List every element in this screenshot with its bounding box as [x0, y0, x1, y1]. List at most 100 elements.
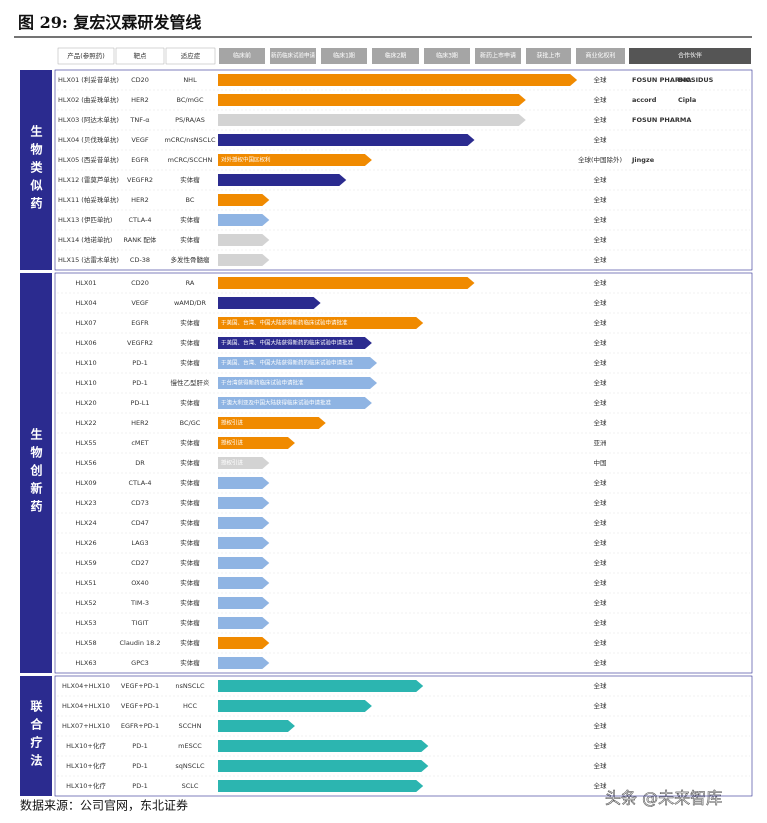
product-name: HLX12 (雷莫芦单抗): [58, 175, 119, 184]
target: VEGFR2: [127, 176, 153, 184]
rights: 全球: [594, 75, 608, 84]
target: PD-1: [132, 782, 147, 790]
progress-arrow: [218, 277, 475, 289]
indication: HCC: [183, 702, 197, 710]
column-header: 商业化权利: [585, 52, 615, 60]
target: DR: [135, 459, 145, 467]
progress-arrow: [218, 477, 270, 489]
product-name: HLX09: [75, 479, 96, 487]
rights: 全球: [594, 115, 608, 124]
progress-arrow: [218, 214, 270, 226]
arrow-note: 授权引进: [221, 439, 244, 447]
progress-arrow: [218, 700, 372, 712]
column-header-box: [576, 48, 625, 64]
target: VEGF: [131, 299, 149, 307]
indication: SCCHN: [179, 722, 202, 730]
product-name: HLX01: [75, 279, 96, 287]
target: CTLA-4: [128, 216, 151, 224]
indication: BC/mGC: [177, 96, 204, 104]
target: VEGF+PD-1: [121, 702, 159, 710]
column-header: 适应症: [181, 51, 201, 60]
progress-arrow: [218, 254, 270, 266]
indication: BC/GC: [180, 419, 201, 427]
section-box: [20, 676, 52, 796]
section-frame: [54, 272, 753, 674]
partner-logo: FOSUN PHARMA: [632, 76, 691, 84]
column-header: 临床前: [233, 52, 251, 60]
target: HER2: [131, 96, 149, 104]
product-name: HLX04: [75, 299, 96, 307]
indication: 实体瘤: [180, 478, 200, 487]
target: PD-1: [132, 762, 147, 770]
product-name: HLX14 (地诺单抗): [58, 235, 112, 244]
progress-arrow: [218, 517, 270, 529]
target: VEGF+PD-1: [121, 682, 159, 690]
rights: 全球: [594, 658, 608, 667]
product-name: HLX10+化疗: [66, 741, 106, 750]
product-name: HLX59: [75, 559, 96, 567]
progress-arrow: [218, 597, 270, 609]
product-name: HLX04 (贝伐珠单抗): [58, 135, 119, 144]
rights: 全球: [594, 498, 608, 507]
column-header-box: [475, 48, 521, 64]
column-header: 临床1期: [333, 52, 355, 60]
partner-logo: BIOSIDUS: [678, 76, 714, 84]
progress-arrow: [218, 397, 372, 409]
rights: 全球: [594, 95, 608, 104]
indication: BC: [186, 196, 195, 204]
indication: 实体瘤: [180, 458, 200, 467]
column-header-box: [270, 48, 316, 64]
rights: 全球: [594, 378, 608, 387]
rights: 全球: [594, 135, 608, 144]
column-header-box: [115, 47, 165, 65]
progress-arrow: [218, 337, 372, 349]
rights: 全球: [594, 298, 608, 307]
indication: 实体瘤: [180, 498, 200, 507]
target: RANK 配体: [124, 235, 157, 244]
indication: 实体瘤: [180, 598, 200, 607]
rights: 全球: [594, 338, 608, 347]
target: CD-38: [130, 256, 150, 264]
partner-logo: Cipla: [678, 96, 696, 104]
rights: 全球: [594, 741, 608, 750]
product-name: HLX24: [75, 519, 96, 527]
progress-arrow: [218, 94, 526, 106]
column-header: 临床3期: [436, 52, 458, 60]
indication: mESCC: [178, 742, 202, 750]
progress-arrow: [218, 154, 372, 166]
progress-arrow: [218, 377, 378, 389]
partner-logo: Jingze: [631, 156, 655, 164]
product-name: HLX52: [75, 599, 96, 607]
indication: 实体瘤: [180, 618, 200, 627]
column-header: 产品(参照药): [67, 51, 105, 60]
section-label: 联合疗法: [29, 700, 43, 772]
indication: 实体瘤: [180, 338, 200, 347]
column-header: 新药临床试验申请: [271, 52, 315, 60]
column-header: 获批上市: [536, 52, 560, 60]
progress-arrow: [218, 537, 270, 549]
rights: 全球: [594, 175, 608, 184]
arrow-note: 对外授权中国区权利: [221, 156, 271, 164]
arrow-note: 授权引进: [221, 459, 244, 467]
target: cMET: [131, 439, 148, 447]
target: PD-1: [132, 359, 147, 367]
indication: 实体瘤: [180, 558, 200, 567]
column-header: 临床2期: [385, 52, 407, 60]
rights: 全球: [594, 518, 608, 527]
indication: 实体瘤: [180, 518, 200, 527]
rights: 全球(中国除外): [578, 155, 622, 164]
progress-arrow: [218, 637, 270, 649]
column-header: 靶点: [134, 51, 148, 60]
column-header-box: [629, 48, 751, 64]
target: TIGIT: [131, 619, 149, 627]
indication: 实体瘤: [180, 175, 200, 184]
target: PD-1: [132, 379, 147, 387]
target: PD-1: [132, 742, 147, 750]
target: PD-L1: [130, 399, 149, 407]
product-name: HLX56: [75, 459, 96, 467]
rights: 全球: [594, 761, 608, 770]
partner-logo: accord: [632, 96, 657, 104]
rights: 全球: [594, 721, 608, 730]
product-name: HLX55: [75, 439, 96, 447]
product-name: HLX63: [75, 659, 96, 667]
